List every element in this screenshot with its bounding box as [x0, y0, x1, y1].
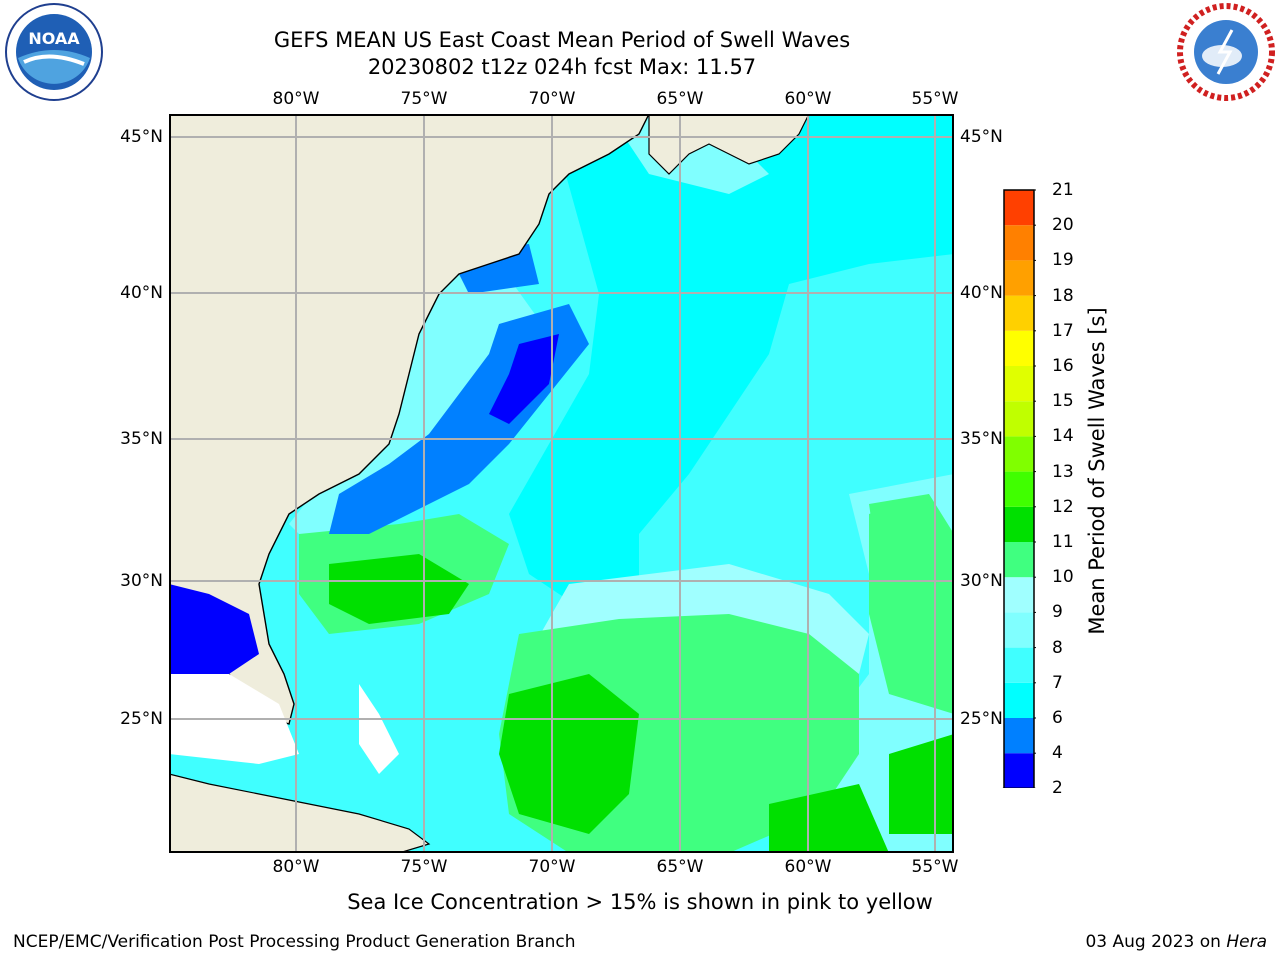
- colorbar-tick-label: 16: [1052, 356, 1074, 376]
- colorbar-swatch: [1004, 542, 1034, 578]
- swell-zone-2s: [489, 334, 559, 424]
- cuba-land: [169, 773, 431, 853]
- lon-label-bottom: 70°W: [528, 857, 576, 877]
- colorbar-swatch: [1004, 471, 1034, 507]
- swell-zone-11s: [769, 784, 889, 853]
- lon-label-top: 60°W: [784, 89, 832, 109]
- colorbar-swatch: [1004, 225, 1034, 261]
- lon-label-top: 80°W: [272, 89, 320, 109]
- lat-label-right: 35°N: [960, 429, 1003, 449]
- lat-label-right: 45°N: [960, 127, 1003, 147]
- colorbar-swatch: [1004, 436, 1034, 472]
- colorbar-swatch: [1004, 506, 1034, 542]
- swell-zone-11s: [329, 554, 469, 624]
- swell-zone-10s: [869, 494, 929, 574]
- lon-label-bottom: 80°W: [272, 857, 320, 877]
- colorbar-tick-label: 8: [1052, 637, 1063, 658]
- colorbar-swatch: [1004, 295, 1034, 331]
- map-subtitle: 20230802 t12z 024h fcst Max: 11.57: [367, 55, 757, 79]
- colorbar-tick-label: 13: [1052, 461, 1074, 482]
- colorbar-swatch: [1004, 366, 1034, 402]
- swell-zone-6s: [509, 114, 954, 614]
- colorbar-swatch: [1004, 612, 1034, 648]
- lat-label-left: 35°N: [120, 429, 163, 449]
- lon-label-top: 70°W: [528, 89, 576, 109]
- colorbar-tick-label: 6: [1052, 708, 1063, 728]
- lon-label-top: 55°W: [911, 89, 959, 109]
- bahamas-bank: [359, 684, 399, 774]
- colorbar-tick-label: 12: [1052, 496, 1074, 517]
- colorbar-swatch: [1004, 260, 1034, 296]
- nws-logo: [1176, 2, 1276, 106]
- colorbar-tick-label: 19: [1052, 250, 1074, 271]
- colorbar-tick-label: 21: [1052, 180, 1074, 200]
- colorbar-tick-label: 17: [1052, 320, 1074, 341]
- sea-ice-note: Sea Ice Concentration > 15% is shown in …: [347, 890, 933, 914]
- map-title: GEFS MEAN US East Coast Mean Period of S…: [273, 28, 851, 52]
- colorbar-tick-label: 7: [1052, 672, 1063, 693]
- colorbar-tick-label: 18: [1052, 285, 1074, 306]
- colorbar-tick-label: 14: [1052, 426, 1074, 447]
- lon-label-top: 75°W: [400, 89, 448, 109]
- colorbar-tick-label: 20: [1052, 215, 1074, 236]
- lat-label-left: 30°N: [120, 571, 163, 591]
- colorbar-swatch: [1004, 753, 1034, 789]
- lon-label-top: 65°W: [656, 89, 704, 109]
- lat-label-right: 40°N: [960, 283, 1003, 303]
- swell-zone-11s: [499, 674, 639, 834]
- production-date: 03 Aug 2023 on Hera: [1085, 932, 1267, 952]
- swell-zone-11s: [889, 734, 954, 834]
- maritimes-land: [648, 114, 810, 175]
- lat-label-left: 45°N: [120, 127, 163, 147]
- lon-label-bottom: 60°W: [784, 857, 832, 877]
- colorbar-tick-label: 10: [1052, 567, 1074, 588]
- lat-label-right: 30°N: [960, 571, 1003, 591]
- colorbar-tick-label: 2: [1052, 778, 1063, 799]
- colorbar-swatch: [1004, 647, 1034, 683]
- colorbar-title: Mean Period of Swell Waves [s]: [1085, 307, 1109, 635]
- lat-label-left: 25°N: [120, 709, 163, 729]
- producer-credit: NCEP/EMC/Verification Post Processing Pr…: [13, 932, 576, 952]
- colorbar-tick-label: 15: [1052, 391, 1074, 412]
- colorbar-swatch: [1004, 190, 1034, 226]
- map-border: [169, 114, 954, 853]
- colorbar-tick-label: 11: [1052, 532, 1074, 552]
- swell-zone-6s: [769, 124, 954, 234]
- lat-label-left: 40°N: [120, 283, 163, 303]
- colorbar-swatch: [1004, 577, 1034, 613]
- colorbar-tick-label: 9: [1052, 602, 1063, 623]
- lon-label-bottom: 65°W: [656, 857, 704, 877]
- colorbar-tick-label: 4: [1052, 743, 1063, 764]
- lon-label-bottom: 75°W: [400, 857, 448, 877]
- noaa-logo-text: NOAA: [28, 29, 80, 48]
- noaa-logo: NOAA: [4, 2, 104, 106]
- gulf-zone-2s: [169, 584, 259, 684]
- colorbar-swatch: [1004, 718, 1034, 754]
- colorbar-swatch: [1004, 401, 1034, 437]
- machine-name: Hera: [1226, 932, 1267, 952]
- colorbar-swatch: [1004, 682, 1034, 718]
- lon-label-bottom: 55°W: [911, 857, 959, 877]
- lat-label-right: 25°N: [960, 709, 1003, 729]
- graticule: [169, 114, 954, 853]
- colorbar-swatch: [1004, 330, 1034, 366]
- colorbar: [1002, 188, 1038, 818]
- swell-period-map[interactable]: [169, 114, 954, 853]
